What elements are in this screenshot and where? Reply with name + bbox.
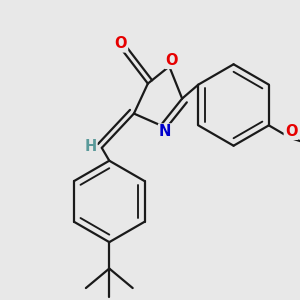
Text: N: N (159, 124, 171, 140)
Text: O: O (165, 53, 178, 68)
Text: O: O (115, 36, 127, 51)
Text: H: H (84, 139, 97, 154)
Text: O: O (285, 124, 297, 139)
